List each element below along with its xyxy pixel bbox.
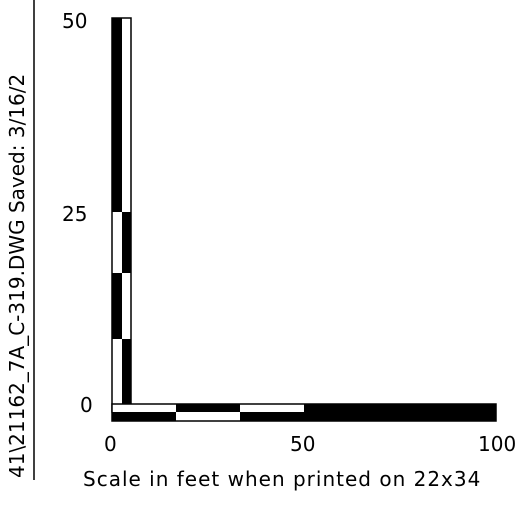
horizontal-label-0: 0 <box>104 432 117 456</box>
horizontal-segment-bottom-2 <box>240 412 304 421</box>
file-path-text: 41\21162_7A_C-319.DWG Saved: 3/16/2 <box>5 74 29 478</box>
horizontal-label-50: 50 <box>290 432 315 456</box>
vertical-segment-left-1 <box>112 18 122 212</box>
horizontal-segment-top-1 <box>176 404 240 412</box>
vertical-segment-right-1 <box>122 212 131 273</box>
horizontal-label-100: 100 <box>478 432 516 456</box>
scale-caption: Scale in feet when printed on 22x34 <box>83 467 481 491</box>
vertical-label-25: 25 <box>62 202 87 226</box>
vertical-scale-bar <box>111 17 132 413</box>
horizontal-scale-bar <box>111 403 497 422</box>
horizontal-segment-top-2 <box>304 404 496 412</box>
vertical-label-0: 0 <box>80 393 93 417</box>
vertical-segment-left-2 <box>112 273 122 339</box>
vertical-label-50: 50 <box>62 9 87 33</box>
horizontal-segment-bottom-1 <box>112 412 176 421</box>
horizontal-segment-bottom-3 <box>304 412 496 421</box>
vertical-segment-right-2 <box>122 339 131 412</box>
